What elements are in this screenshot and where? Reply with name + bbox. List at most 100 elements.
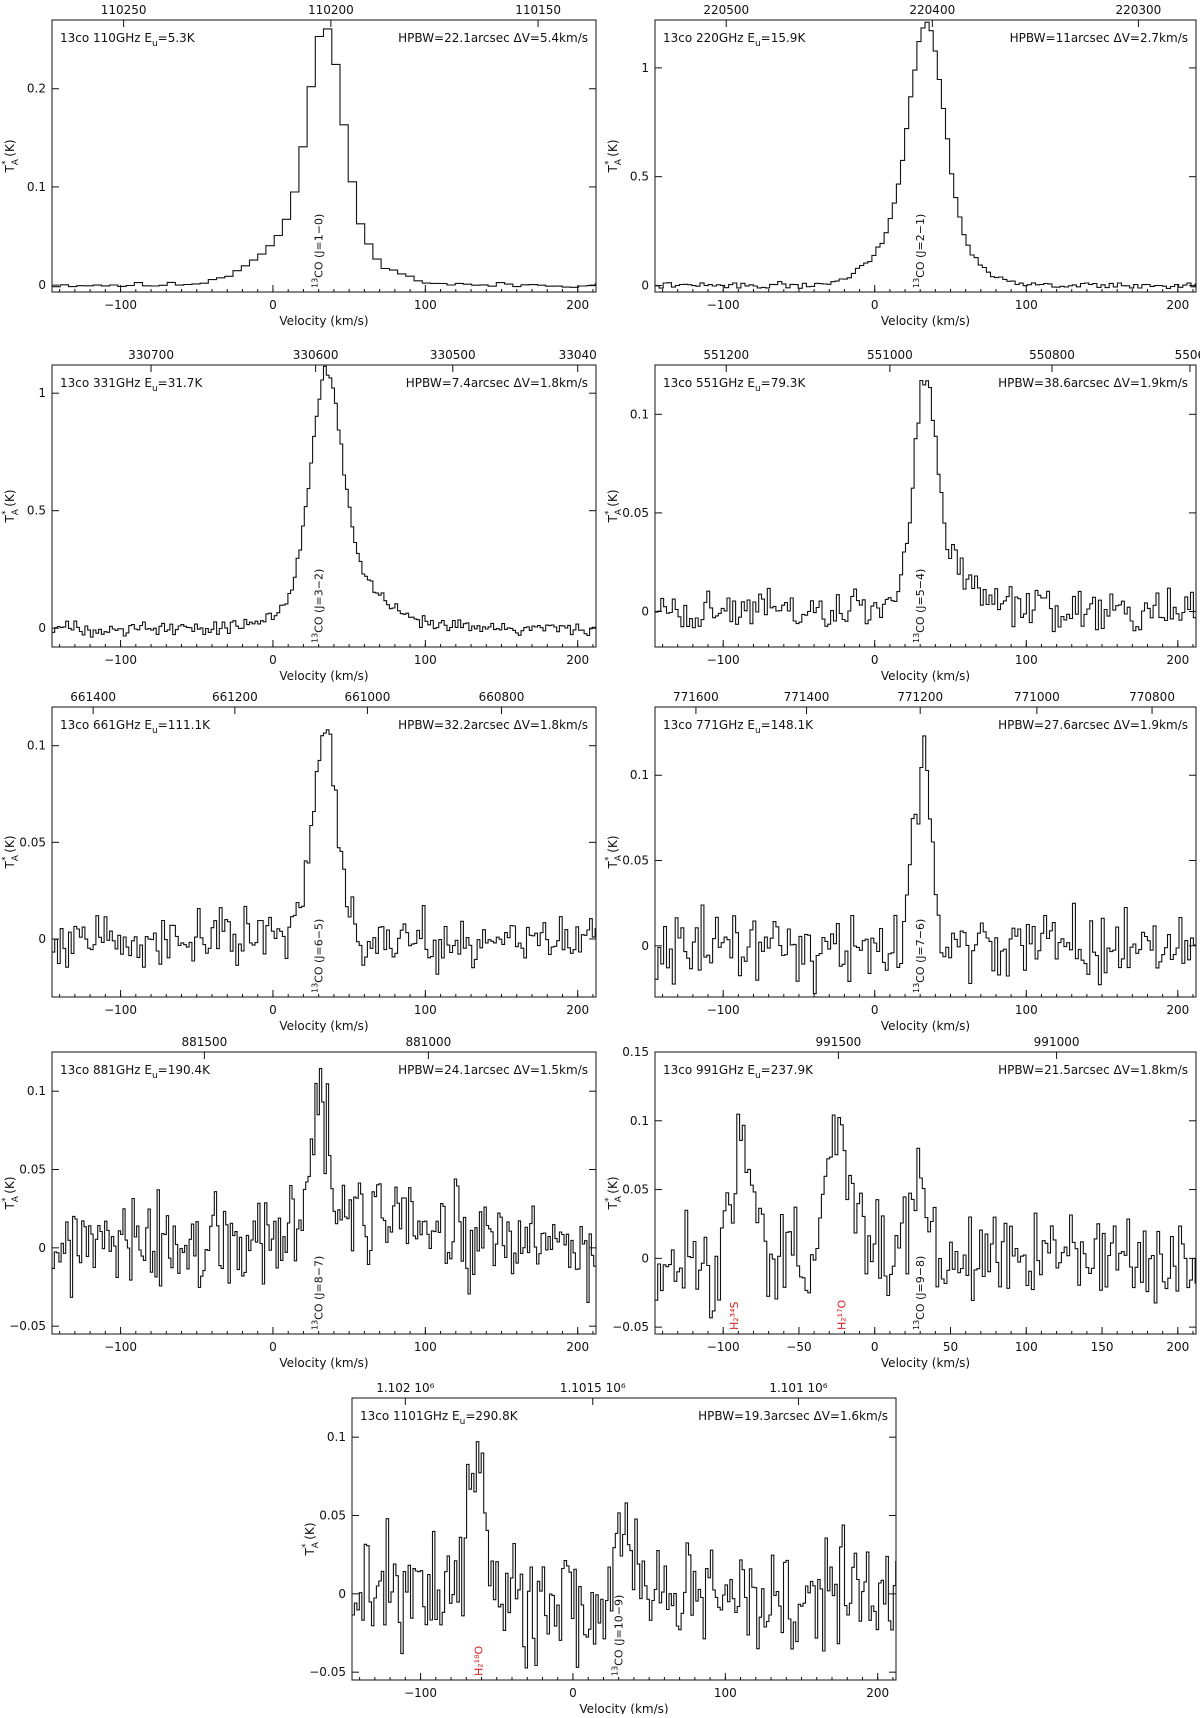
x-axis-label: Velocity (km/s) [279,1019,368,1033]
panel-info-right: HPBW=24.1arcsec ΔV=1.5km/s [398,1063,588,1077]
y-label-sub: A [614,1195,624,1202]
top-axis-label: 551200 [703,348,749,362]
plot-frame [51,19,597,293]
info-sub: u [755,1071,761,1081]
plot-frame [654,19,1197,293]
x-tick-label: −100 [104,1340,137,1354]
top-axis-label: 1.1015 10⁶ [560,1381,626,1395]
line-id-isotope: 13 [311,1320,320,1330]
spectrum-panel-1: −100 0 100 200 Velocity (km/s) 110250 110200 11… [1,3,597,328]
y-tick-label: 0 [38,278,46,292]
line-id-isotope: 13 [311,633,320,643]
spectrum-trace [52,1068,596,1303]
y-label-main: T [3,1202,17,1211]
x-tick-label: −100 [104,298,137,312]
y-label-sub: A [11,854,21,861]
panel-info-left: 13co 110GHz Eu=5.3K [60,31,196,49]
top-axis-label: 5506 [1175,348,1200,362]
info-sub: u [152,726,158,736]
y-label-main: T [606,861,620,870]
y-tick-label: 0 [641,605,649,619]
x-tick-label: 0 [269,1340,277,1354]
panel-info-left: 13co 1101GHz Eu=290.8K [360,1409,519,1427]
x-tick-label: 200 [1166,1003,1189,1017]
x-tick-label: 0 [871,1340,879,1354]
x-tick-label: −50 [786,1340,811,1354]
panel-info-left: 13co 771GHz Eu=148.1K [663,718,814,736]
line-id-label: 13CO (J=9−8) [912,1256,927,1330]
x-tick-label: 100 [1015,1340,1038,1354]
line-id-text: CO (J=7−6) [914,919,927,983]
top-axis-label: 110150 [515,3,561,17]
top-axis-label: 550800 [1029,348,1075,362]
x-tick-label: 200 [566,1340,589,1354]
x-axis-label: Velocity (km/s) [279,1356,368,1370]
info-suffix: =111.1K [158,718,211,732]
y-label-main: T [606,515,620,524]
y-label-main: T [3,515,17,524]
y-label-sup: * [604,160,614,165]
x-tick-label: 100 [414,298,437,312]
plot-frame [51,1051,597,1335]
line-id-label: 13CO (J=8−7) [311,1256,326,1330]
y-label-sup: * [604,856,614,861]
y-label-sub: A [11,508,21,515]
plot-frame [351,1397,897,1681]
x-tick-label: 0 [269,653,277,667]
spectrum-panel-2: −100 0 100 200 Velocity (km/s) 220500 220400 22… [604,3,1197,328]
x-tick-label: 200 [866,1686,889,1700]
panel-info-right: HPBW=38.6arcsec ΔV=1.9km/s [998,376,1188,390]
spectrum-trace [52,729,596,975]
line-id-text: H₂³⁴S [728,1301,741,1330]
y-label-sub: A [11,1195,21,1202]
y-axis-label: TA* (K) [604,835,624,869]
info-prefix: 13co 110GHz E [60,31,152,45]
x-axis-label: Velocity (km/s) [881,1019,970,1033]
x-tick-label: −100 [707,653,740,667]
top-axis-label: 220500 [703,3,749,17]
info-sub: u [152,1071,158,1081]
x-tick-label: 100 [1015,653,1038,667]
top-axis-label: 770800 [1129,690,1175,704]
x-tick-label: 150 [1091,1340,1114,1354]
y-label-main: T [303,1548,317,1557]
top-axis-label: 881000 [405,1035,451,1049]
top-axis-label: 1.101 10⁶ [769,1381,827,1395]
info-sub: u [755,726,761,736]
y-tick-label: 0.05 [622,1183,649,1197]
y-tick-label: 0 [38,621,46,635]
y-label-sub: A [11,158,21,165]
info-prefix: 13co 220GHz E [663,31,755,45]
top-axis-label: 551000 [867,348,913,362]
spectrum-panel-6: −100 0 100 200 Velocity (km/s) 771600 771400 77… [604,690,1197,1033]
top-axis-label: 771200 [897,690,943,704]
y-tick-label: 0.1 [27,180,46,194]
y-tick-label: 0.1 [630,407,649,421]
y-tick-label: 0.05 [19,835,46,849]
top-axis-label: 330700 [128,348,174,362]
panel-info-left: 13co 881GHz Eu=190.4K [60,1063,211,1081]
panel-info-right: HPBW=22.1arcsec ΔV=5.4km/s [398,31,588,45]
line-id-isotope: 13 [311,983,320,993]
info-suffix: =237.9K [761,1063,814,1077]
panel-info-right: HPBW=27.6arcsec ΔV=1.9km/s [998,718,1188,732]
info-prefix: 13co 771GHz E [663,718,755,732]
x-tick-label: 0 [269,1003,277,1017]
x-tick-label: −100 [104,653,137,667]
line-id-text: CO (J=2−1) [914,214,927,278]
line-id-text: H₂¹⁷O [835,1299,848,1330]
spectrum-panel-3: −100 0 100 200 Velocity (km/s) 330700 330600 33… [1,348,597,683]
panel-info-right: HPBW=7.4arcsec ΔV=1.8km/s [406,376,588,390]
panel-info-left: 13co 551GHz Eu=79.3K [663,376,806,394]
y-tick-label: 0.05 [622,854,649,868]
y-tick-label: 0 [641,1251,649,1265]
x-tick-label: 100 [1015,1003,1038,1017]
plot-frame [654,364,1197,648]
spectrum-panel-7: −100 0 100 200 Velocity (km/s) 881500 881000 −0… [1,1035,597,1370]
y-tick-label: 0.1 [630,768,649,782]
top-axis-label: 110200 [308,3,354,17]
top-axis-label: 661400 [70,690,116,704]
spectrum-panel-4: −100 0 100 200 Velocity (km/s) 551200 551000 55… [604,348,1200,683]
x-tick-label: 100 [1015,298,1038,312]
